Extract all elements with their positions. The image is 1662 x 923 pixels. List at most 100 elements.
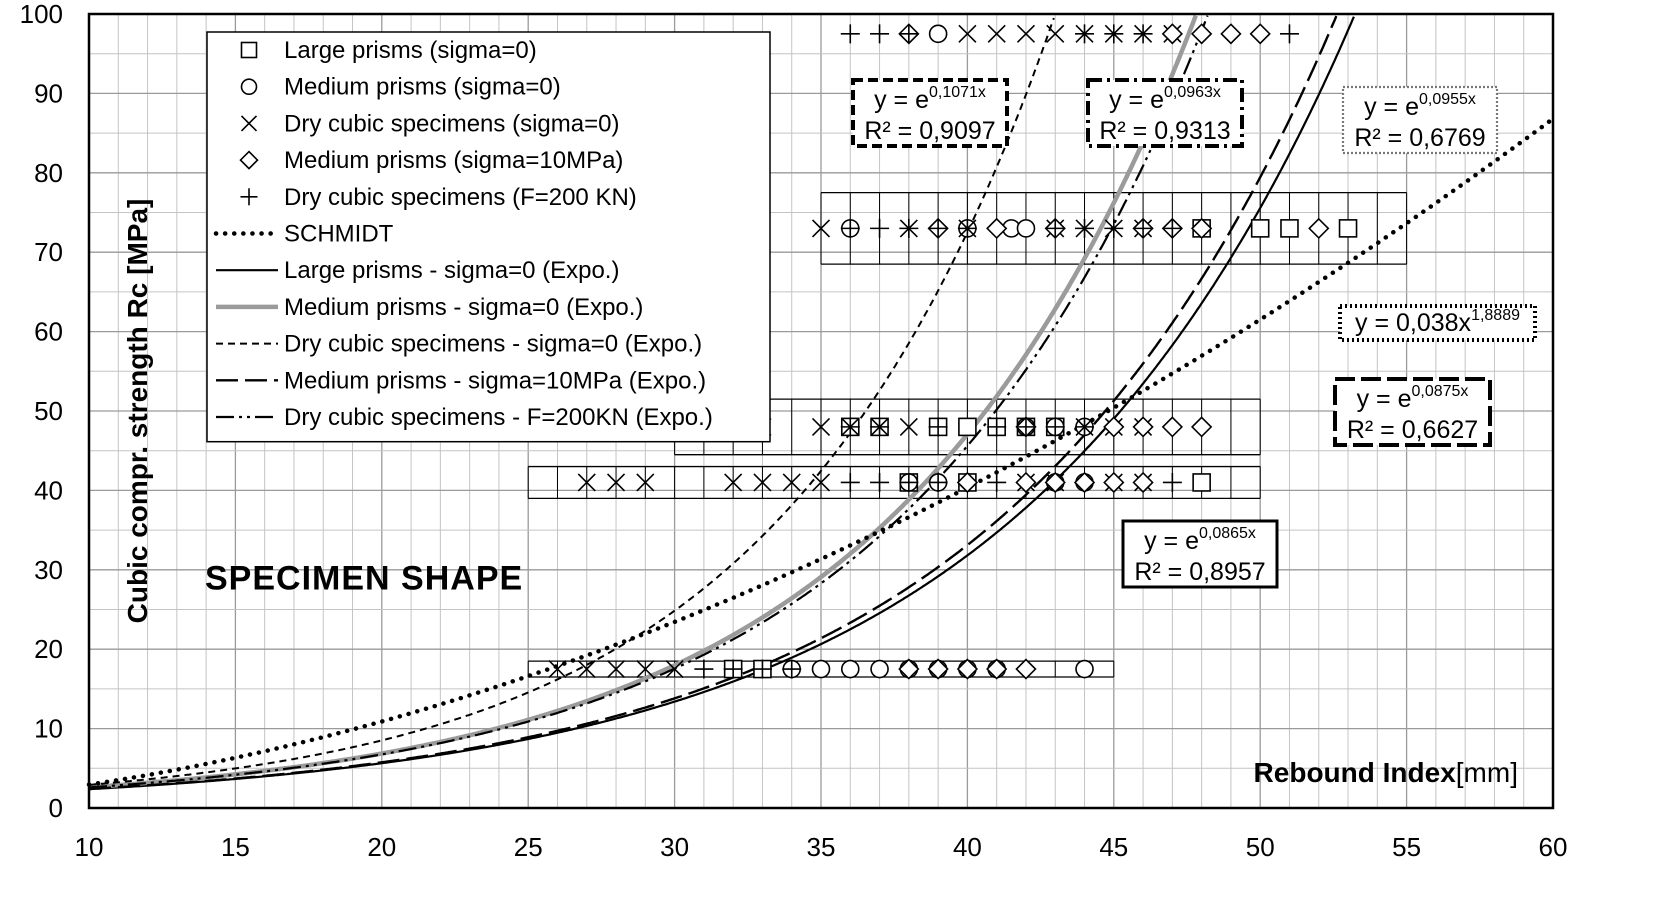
legend-item: Dry cubic specimens - sigma=0 (Expo.) — [216, 331, 702, 358]
data-point-x — [958, 24, 977, 43]
data-point-plus — [1045, 417, 1065, 437]
plot-frame — [87, 12, 1555, 810]
equation-base: y = 0,038x — [1355, 309, 1472, 337]
data-point-plus — [987, 472, 1007, 492]
fit-curves — [86, 14, 1556, 791]
data-point-plus — [987, 417, 1007, 437]
equation-box: y = e0,1071x R² = 0,9097 — [851, 78, 1009, 148]
equation-base: y = e — [1357, 385, 1412, 413]
equation-box: y = e0,0865x R² = 0,8957 — [1121, 519, 1279, 589]
y-tick-label: 0 — [49, 793, 63, 823]
r-squared-text: R² = 0,8957 — [1134, 558, 1265, 586]
legend-item: Medium prisms (sigma=10MPa) — [239, 147, 623, 174]
equation-exponent: 0,0963x — [1164, 84, 1221, 101]
y-tick-label: 40 — [34, 475, 63, 505]
data-point-square — [1250, 219, 1270, 238]
data-point-plus — [1016, 417, 1036, 437]
data-point-x — [782, 473, 801, 492]
data-point-plus — [840, 417, 860, 437]
y-tick-label: 90 — [34, 78, 63, 108]
y-tick-label: 70 — [34, 237, 63, 267]
data-point-plus — [870, 417, 890, 437]
legend-label: Medium prisms (sigma=10MPa) — [284, 147, 623, 174]
equation-base: y = e — [1364, 93, 1419, 121]
data-point-diamond — [239, 150, 259, 170]
legend-label: Medium prisms - sigma=10MPa (Expo.) — [284, 367, 706, 394]
data-point-plus — [1104, 218, 1124, 238]
data-point-diamond — [1249, 23, 1271, 45]
data-point-x — [240, 115, 258, 132]
equation-box-border — [851, 78, 1009, 148]
data-point-x — [811, 219, 831, 238]
legend-item: Medium prisms - sigma=10MPa (Expo.) — [216, 367, 706, 394]
data-point-plus — [840, 24, 860, 44]
data-point-x — [1046, 24, 1065, 43]
data-point-plus — [1279, 24, 1299, 44]
equation-box: y = e0,0875x R² = 0,6627 — [1333, 377, 1492, 447]
data-point-circle — [928, 24, 948, 44]
data-point-plus — [899, 24, 919, 44]
data-point-circle — [840, 659, 860, 679]
data-point-x — [606, 659, 626, 679]
y-tick-label: 80 — [34, 158, 63, 188]
legend-label: Dry cubic specimens - sigma=0 (Expo.) — [284, 331, 702, 358]
fit-curve — [88, 17, 1055, 786]
data-point-square — [958, 417, 977, 437]
data-point-diamond — [927, 658, 949, 680]
data-point-diamond — [1191, 416, 1213, 438]
r-squared-text: R² = 0,6769 — [1354, 124, 1485, 152]
equation-box: y = e0,0963x R² = 0,9313 — [1086, 78, 1244, 148]
data-point-plus — [870, 218, 890, 238]
fit-curve — [88, 15, 1209, 789]
x-axis-title-main: Rebound Index — [1254, 757, 1457, 788]
x-tick-label: 25 — [514, 832, 543, 862]
data-point-diamond — [1015, 471, 1037, 494]
data-point-diamond — [986, 658, 1008, 680]
data-point-plus — [899, 218, 919, 238]
data-point-plus — [928, 417, 948, 437]
fit-curve — [88, 14, 1198, 790]
equation-base: y = e — [1109, 86, 1164, 114]
data-point-square — [1192, 473, 1211, 492]
data-point-diamond — [1191, 217, 1213, 240]
equation-box-border — [1086, 78, 1244, 148]
equation-text: y = e0,1071x — [874, 84, 986, 114]
data-point-circle — [870, 659, 889, 679]
data-point-diamond — [1220, 23, 1242, 45]
data-point-plus — [840, 218, 860, 238]
data-markers — [548, 23, 1358, 680]
legend: Large prisms (sigma=0) Medium prisms (sig… — [206, 31, 771, 443]
data-point-diamond — [1161, 23, 1183, 45]
data-point-x — [548, 659, 567, 679]
x-axis-title-unit: [mm] — [1456, 757, 1518, 788]
legend-label: Large prisms - sigma=0 (Expo.) — [284, 257, 619, 284]
data-point-plus — [723, 659, 743, 679]
data-point-x — [577, 659, 596, 679]
data-point-diamond — [898, 658, 920, 680]
data-point-plus — [694, 659, 714, 679]
data-point-plus — [752, 659, 772, 679]
y-axis-title: Cubic compr. strength Rc [MPa] — [122, 199, 153, 624]
data-point-plus — [1104, 24, 1124, 44]
data-point-plus — [1075, 218, 1095, 238]
fit-curve — [86, 116, 1556, 787]
legend-item: Large prisms (sigma=0) — [240, 37, 537, 64]
legend-item: SCHMIDT — [213, 221, 394, 248]
equation-exponent: 0,0955x — [1419, 91, 1476, 108]
data-point-plus — [240, 188, 258, 206]
y-tick-label: 50 — [34, 396, 63, 426]
legend-label: Large prisms (sigma=0) — [284, 37, 537, 64]
data-point-x — [724, 473, 743, 492]
data-point-diamond — [1015, 658, 1037, 680]
data-point-plus — [870, 24, 890, 44]
data-point-diamond — [986, 217, 1008, 240]
legend-label: Dry cubic specimens (sigma=0) — [284, 110, 619, 137]
y-tick-label: 60 — [34, 317, 63, 347]
equation-box: y = e0,0955x R² = 0,6769 — [1341, 85, 1499, 155]
y-tick-label: 20 — [34, 634, 63, 664]
x-tick-label: 15 — [221, 832, 250, 862]
data-point-circle — [811, 659, 831, 679]
data-point-circle — [1075, 659, 1094, 679]
equation-box-border — [1341, 85, 1499, 155]
